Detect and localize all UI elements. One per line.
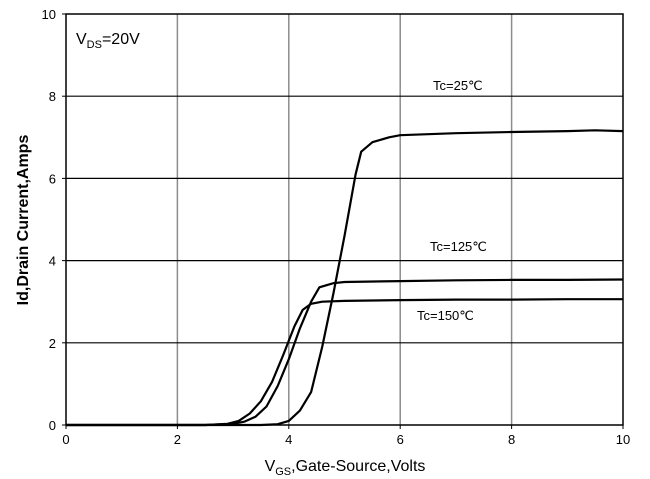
series-label-tc150: Tc=150℃ xyxy=(417,308,474,323)
vds-annotation: VDS=20V xyxy=(76,31,140,51)
y-tick-label-8: 8 xyxy=(49,89,56,104)
x-tick-label-6: 6 xyxy=(397,432,404,447)
series-line-tc150 xyxy=(66,298,623,427)
plot-frame xyxy=(65,13,624,426)
x-tick-label-10: 10 xyxy=(616,432,630,447)
x-tick-label-2: 2 xyxy=(174,432,181,447)
ticks-layer: 0 2 4 6 8 10 0 2 4 6 8 10 xyxy=(42,7,631,447)
y-tick-label-6: 6 xyxy=(49,171,56,186)
x-tick-label-8: 8 xyxy=(508,432,515,447)
x-tick-label-0: 0 xyxy=(62,432,69,447)
series-line-tc25 xyxy=(66,129,624,427)
series-label-tc25: Tc=25℃ xyxy=(433,78,483,93)
y-tick-label-2: 2 xyxy=(49,336,56,351)
series-label-tc125: Tc=125℃ xyxy=(430,239,487,254)
grid xyxy=(66,14,623,425)
y-axis-title: Id,Drain Current,Amps xyxy=(15,135,32,306)
y-tick-label-10: 10 xyxy=(42,7,56,22)
plot-area xyxy=(65,13,624,426)
x-axis-title: VGS,Gate-Source,Volts xyxy=(265,458,426,478)
y-tick-label-0: 0 xyxy=(49,418,56,433)
x-tick-label-4: 4 xyxy=(285,432,292,447)
y-tick-label-4: 4 xyxy=(49,254,56,269)
series-layer xyxy=(66,129,624,427)
series-line-tc125 xyxy=(66,278,624,427)
